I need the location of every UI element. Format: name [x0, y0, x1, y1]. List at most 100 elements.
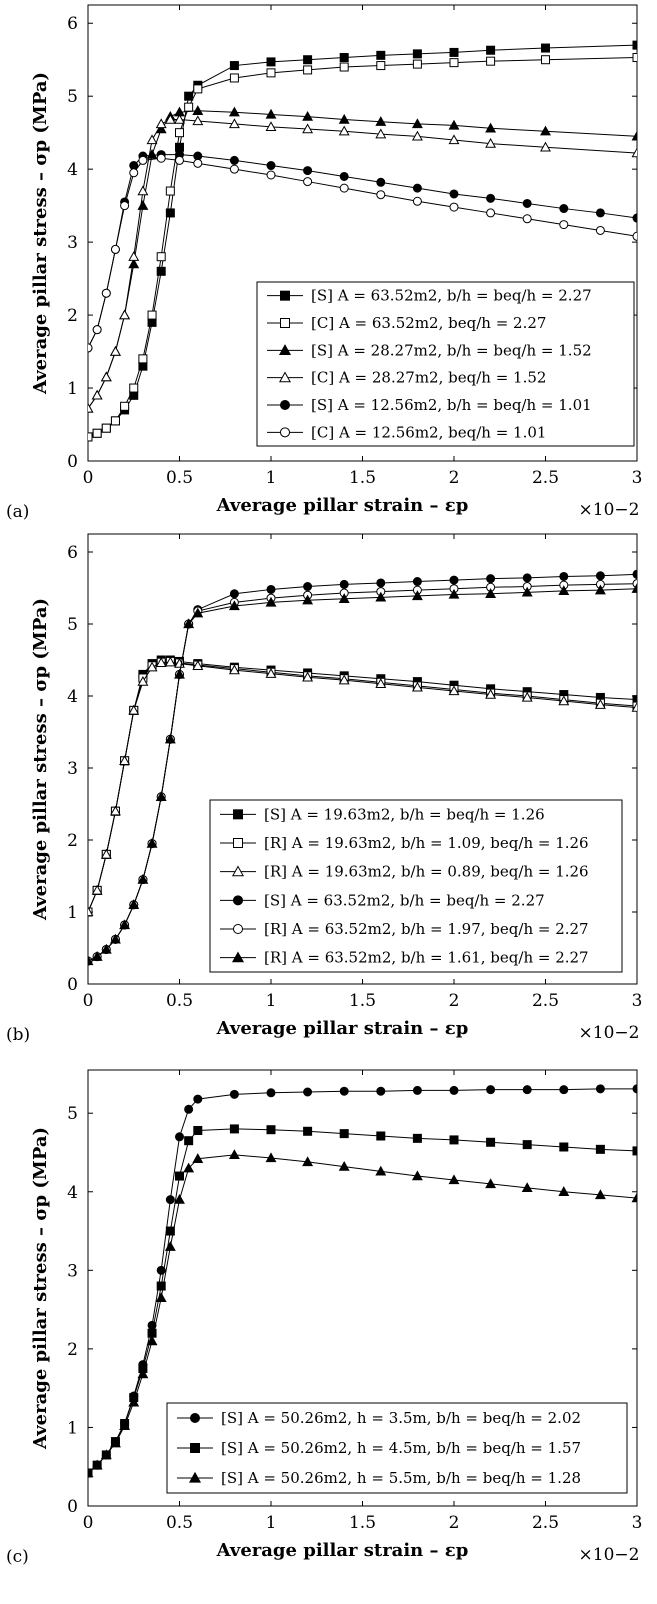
data-point	[129, 383, 139, 393]
data-point	[631, 583, 637, 593]
data-point	[339, 183, 349, 193]
data-point	[632, 40, 637, 50]
data-point	[595, 225, 605, 235]
data-point	[486, 1085, 496, 1095]
data-point	[411, 1170, 423, 1181]
data-point	[100, 1449, 112, 1460]
data-point	[119, 309, 131, 320]
data-point	[632, 569, 637, 579]
data-point	[175, 1132, 184, 1142]
data-point	[128, 258, 140, 269]
data-point	[412, 1133, 422, 1143]
x-tick-label: 1.5	[349, 991, 376, 1011]
data-point	[138, 155, 148, 165]
data-point	[303, 55, 313, 65]
data-point	[521, 1182, 533, 1193]
legend-marker	[231, 951, 245, 963]
legend-box	[209, 799, 623, 973]
legend-marker	[278, 371, 292, 383]
data-point	[184, 1136, 194, 1146]
data-point	[128, 704, 140, 715]
data-point	[92, 325, 102, 335]
data-point	[411, 130, 423, 141]
data-point	[137, 873, 149, 884]
y-tick-label: 5	[67, 1104, 78, 1124]
data-point	[119, 1420, 131, 1431]
y-axis-label: Average pillar stress – σp (MPa)	[30, 72, 51, 395]
y-tick-label: 1	[67, 903, 78, 923]
data-point	[412, 183, 422, 193]
data-point	[120, 201, 130, 211]
data-point	[376, 1131, 386, 1141]
legend-marker	[280, 400, 290, 410]
data-point	[147, 310, 157, 320]
data-point	[522, 573, 532, 583]
data-point	[193, 84, 203, 94]
data-point	[229, 155, 239, 165]
series-3	[88, 656, 637, 917]
x-multiplier: ×10−2	[579, 1023, 640, 1043]
data-point	[88, 906, 94, 917]
data-point	[376, 50, 386, 60]
data-point	[192, 660, 204, 670]
legend-marker	[231, 865, 245, 877]
chart-panel-3: 0 0.5 1 1.5 2 2.5 3 0 1 2 3 4 5 Average pillar strain…	[6, 1069, 642, 1567]
data-point	[156, 1281, 166, 1291]
data-point	[266, 57, 276, 67]
x-tick-label: 1.5	[349, 468, 376, 488]
panel-label: (b)	[6, 1025, 30, 1045]
data-point	[486, 1137, 496, 1147]
data-point	[137, 675, 149, 686]
data-point	[541, 43, 550, 53]
data-point	[376, 190, 386, 200]
data-point	[411, 118, 423, 129]
series-6	[88, 153, 637, 353]
x-axis-label: Average pillar strain – εp	[216, 1540, 469, 1561]
data-point	[265, 668, 277, 678]
data-point	[448, 588, 460, 599]
data-point	[100, 943, 112, 954]
data-point	[412, 1085, 422, 1095]
y-tick-label: 6	[67, 14, 78, 34]
data-point	[164, 113, 176, 124]
data-point	[595, 1144, 605, 1154]
data-point	[228, 664, 240, 675]
x-tick-label: 2.5	[532, 1513, 559, 1533]
data-point	[229, 164, 239, 174]
legend-label: [C] A = 12.56m2, beq/h = 1.01	[311, 423, 546, 441]
data-point	[632, 53, 637, 63]
data-point	[88, 955, 94, 966]
data-point	[265, 108, 277, 119]
data-point	[339, 62, 349, 72]
legend-marker	[190, 1413, 200, 1423]
data-point	[338, 125, 350, 136]
data-point	[486, 45, 496, 55]
y-tick-label: 0	[67, 452, 78, 472]
data-point	[156, 266, 166, 276]
data-point	[146, 661, 158, 672]
data-point	[128, 251, 140, 261]
data-point	[522, 214, 532, 224]
data-point	[110, 805, 121, 816]
data-point	[184, 1104, 194, 1114]
data-point	[110, 416, 120, 426]
legend-marker	[280, 290, 290, 301]
data-point	[120, 401, 130, 411]
data-point	[631, 130, 637, 141]
y-tick-label: 3	[67, 233, 78, 253]
data-point	[411, 590, 423, 601]
data-point	[228, 118, 240, 129]
data-point	[165, 186, 175, 196]
data-point	[174, 113, 185, 124]
y-axis-label: Average pillar stress – σp (MPa)	[30, 598, 51, 921]
data-point	[164, 1241, 176, 1251]
data-point	[339, 53, 349, 63]
data-point	[412, 59, 422, 69]
data-point	[541, 55, 550, 65]
legend-label: [S] A = 28.27m2, b/h = beq/h = 1.52	[311, 341, 592, 359]
data-point	[229, 61, 239, 71]
data-point	[632, 231, 637, 241]
series-2	[88, 53, 637, 442]
series-3	[88, 1149, 637, 1478]
x-tick-label: 2	[449, 468, 460, 488]
